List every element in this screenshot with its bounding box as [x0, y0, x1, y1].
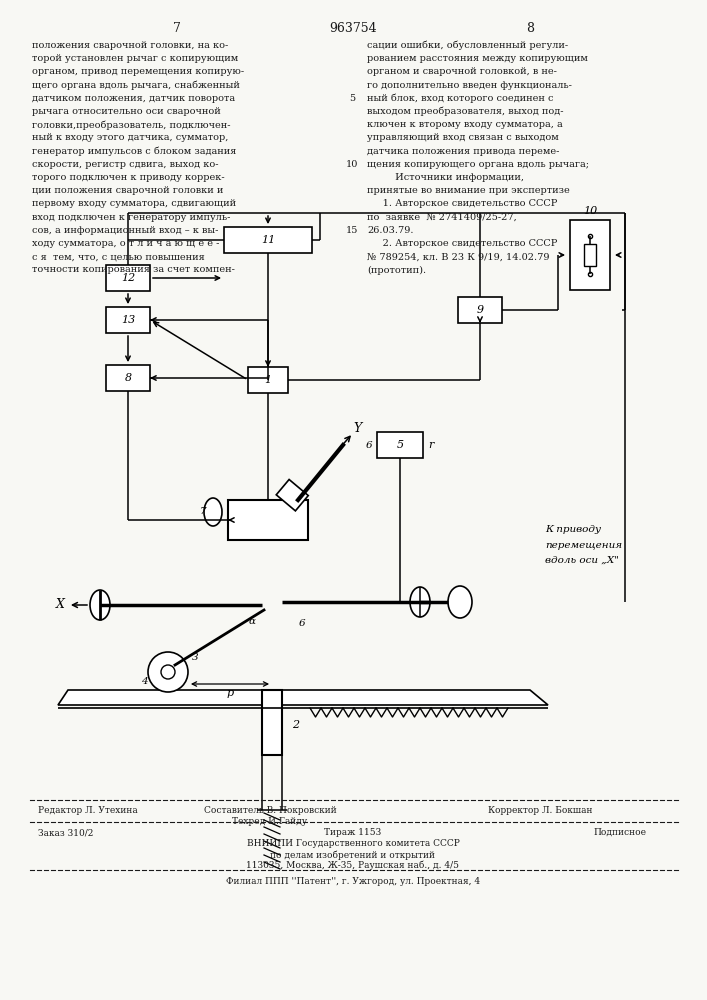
Text: по  заявке  № 2741409/25-27,: по заявке № 2741409/25-27, — [367, 213, 517, 222]
Ellipse shape — [410, 587, 430, 617]
Bar — [276, 479, 308, 511]
Text: p: p — [226, 688, 233, 698]
Text: 9: 9 — [477, 305, 484, 315]
Text: (прототип).: (прототип). — [367, 265, 426, 275]
Text: 2: 2 — [292, 720, 299, 730]
Text: перемещения: перемещения — [545, 540, 622, 550]
Text: управляющий вход связан с выходом: управляющий вход связан с выходом — [367, 133, 559, 142]
Text: рычага относительно оси сварочной: рычага относительно оси сварочной — [32, 107, 221, 116]
Text: 8: 8 — [124, 373, 132, 383]
Text: Заказ 310/2: Заказ 310/2 — [38, 828, 93, 837]
Text: Подписное: Подписное — [593, 828, 646, 837]
Text: щего органа вдоль рычага, снабженный: щего органа вдоль рычага, снабженный — [32, 81, 240, 90]
Text: торого подключен к приводу коррек-: торого подключен к приводу коррек- — [32, 173, 225, 182]
Bar — [106, 265, 150, 291]
Text: r: r — [428, 440, 433, 450]
Text: головки,преобразователь, подключен-: головки,преобразователь, подключен- — [32, 120, 230, 130]
Ellipse shape — [448, 586, 472, 618]
Text: 7: 7 — [173, 21, 181, 34]
Text: ходу сумматора, о т л и ч а ю щ е е -: ходу сумматора, о т л и ч а ю щ е е - — [32, 239, 219, 248]
Text: торой установлен рычаг с копирующим: торой установлен рычаг с копирующим — [32, 54, 238, 63]
Text: вход подключен к генератору импуль-: вход подключен к генератору импуль- — [32, 213, 230, 222]
Text: датчика положения привода переме-: датчика положения привода переме- — [367, 147, 559, 156]
Text: генератор импульсов с блоком задания: генератор импульсов с блоком задания — [32, 147, 236, 156]
Text: 113035, Москва, Ж-35, Раушская наб., д. 4/5: 113035, Москва, Ж-35, Раушская наб., д. … — [247, 861, 460, 870]
Ellipse shape — [204, 498, 222, 526]
Text: 7: 7 — [199, 508, 206, 516]
Text: Редактор Л. Утехина: Редактор Л. Утехина — [38, 806, 138, 815]
Text: Техред И.Гайду: Техред И.Гайду — [233, 817, 308, 826]
Text: Составитель В. Покровский: Составитель В. Покровский — [204, 806, 337, 815]
Text: α: α — [248, 617, 255, 626]
Text: вдоль оси „X": вдоль оси „X" — [545, 556, 619, 564]
Text: щения копирующего органа вдоль рычага;: щения копирующего органа вдоль рычага; — [367, 160, 589, 169]
Bar — [377, 432, 423, 458]
Text: по делам изобретений и открытий: по делам изобретений и открытий — [271, 850, 436, 859]
Bar — [106, 365, 150, 391]
Text: 2. Авторское свидетельство СССР: 2. Авторское свидетельство СССР — [367, 239, 557, 248]
Bar — [458, 297, 502, 323]
Circle shape — [161, 665, 175, 679]
Text: 12: 12 — [121, 273, 135, 283]
Text: ный к входу этого датчика, сумматор,: ный к входу этого датчика, сумматор, — [32, 133, 228, 142]
Text: сов, а информационный вход – к вы-: сов, а информационный вход – к вы- — [32, 226, 218, 235]
Text: 1. Авторское свидетельство СССР: 1. Авторское свидетельство СССР — [367, 199, 557, 208]
Text: 10: 10 — [346, 160, 358, 169]
Text: Тираж 1153: Тираж 1153 — [325, 828, 382, 837]
Text: сации ошибки, обусловленный регули-: сации ошибки, обусловленный регули- — [367, 41, 568, 50]
Text: 4: 4 — [141, 678, 148, 686]
Text: датчиком положения, датчик поворота: датчиком положения, датчик поворота — [32, 94, 235, 103]
Text: 13: 13 — [121, 315, 135, 325]
Text: рованием расстояния между копирующим: рованием расстояния между копирующим — [367, 54, 588, 63]
Text: с я  тем, что, с целью повышения: с я тем, что, с целью повышения — [32, 252, 205, 261]
Ellipse shape — [90, 590, 110, 620]
Text: Y: Y — [354, 422, 362, 436]
Text: X: X — [56, 598, 64, 611]
Text: ВНИИПИ Государственного комитета СССР: ВНИИПИ Государственного комитета СССР — [247, 839, 460, 848]
Bar — [570, 220, 610, 290]
Text: 5: 5 — [397, 440, 404, 450]
Text: 15: 15 — [346, 226, 358, 235]
Text: органом и сварочной головкой, в не-: органом и сварочной головкой, в не- — [367, 67, 557, 76]
Text: первому входу сумматора, сдвигающий: первому входу сумматора, сдвигающий — [32, 199, 236, 208]
Text: 26.03.79.: 26.03.79. — [367, 226, 414, 235]
Text: 1: 1 — [264, 375, 271, 385]
Text: Корректор Л. Бокшан: Корректор Л. Бокшан — [488, 806, 592, 815]
Text: ный блок, вход которого соединен с: ный блок, вход которого соединен с — [367, 94, 554, 103]
Bar — [106, 307, 150, 333]
Text: 11: 11 — [261, 235, 275, 245]
Text: 10: 10 — [583, 206, 597, 216]
Text: точности копирования за счет компен-: точности копирования за счет компен- — [32, 265, 235, 274]
Text: выходом преобразователя, выход под-: выходом преобразователя, выход под- — [367, 107, 563, 116]
Text: К приводу: К приводу — [545, 526, 601, 534]
Text: 8: 8 — [526, 21, 534, 34]
Text: 6: 6 — [366, 440, 372, 450]
Text: Источники информации,: Источники информации, — [367, 173, 524, 182]
Text: го дополнительно введен функциональ-: го дополнительно введен функциональ- — [367, 81, 572, 90]
Text: 3: 3 — [192, 654, 198, 662]
Text: положения сварочной головки, на ко-: положения сварочной головки, на ко- — [32, 41, 228, 50]
Text: 963754: 963754 — [329, 21, 377, 34]
Text: принятые во внимание при экспертизе: принятые во внимание при экспертизе — [367, 186, 570, 195]
Polygon shape — [58, 690, 548, 705]
Bar — [262, 690, 282, 755]
Bar — [224, 227, 312, 253]
Text: 6: 6 — [298, 619, 305, 629]
Text: скорости, регистр сдвига, выход ко-: скорости, регистр сдвига, выход ко- — [32, 160, 218, 169]
Bar — [228, 500, 308, 540]
Circle shape — [148, 652, 188, 692]
Text: ции положения сварочной головки и: ции положения сварочной головки и — [32, 186, 223, 195]
Text: 5: 5 — [349, 94, 355, 103]
Text: Филиал ППП ''Патент'', г. Ужгород, ул. Проектная, 4: Филиал ППП ''Патент'', г. Ужгород, ул. П… — [226, 877, 480, 886]
Bar — [584, 244, 596, 266]
Text: ключен к второму входу сумматора, а: ключен к второму входу сумматора, а — [367, 120, 563, 129]
Bar — [248, 367, 288, 393]
Text: органом, привод перемещения копирую-: органом, привод перемещения копирую- — [32, 67, 244, 76]
Text: № 789254, кл. В 23 К 9/19, 14.02.79: № 789254, кл. В 23 К 9/19, 14.02.79 — [367, 252, 549, 261]
